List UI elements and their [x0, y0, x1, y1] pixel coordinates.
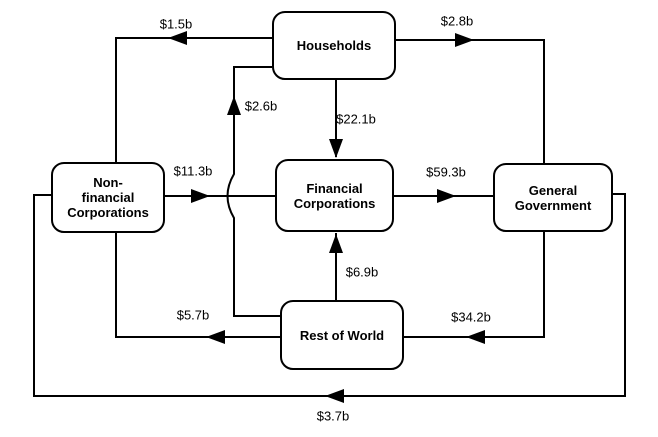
connector-financial-to-government [394, 189, 493, 203]
arrowhead-right-icon [437, 189, 456, 203]
node-government-line2: Government [514, 197, 592, 213]
flow-label-government-to-rest-of-world: $34.2b [451, 309, 491, 325]
arrowhead-left-icon [325, 389, 344, 403]
flow-label-government-to-non-financial: $3.7b [316, 408, 350, 424]
node-rest-of-world-label: Rest of World [300, 328, 384, 343]
connector-government-to-rest-of-world [404, 232, 545, 344]
node-rest-of-world-line1: Rest of World [299, 327, 385, 343]
flow-label-rest-of-world-to-non-financial: $5.7b [176, 307, 210, 323]
node-financial-label: Financial Corporations [294, 181, 376, 211]
flow-label-households-to-financial: $22.1b [336, 111, 376, 127]
node-non-financial-line1: Non- [93, 175, 123, 190]
node-financial-line2: Corporations [293, 195, 376, 211]
flow-label-rest-of-world-to-financial: $6.9b [345, 264, 379, 280]
connector-government-to-non-financial-bottom-loop [33, 193, 626, 403]
arrowhead-left-icon [168, 31, 187, 45]
connector-rest-of-world-to-non-financial [115, 233, 280, 344]
node-financial-line1: Financial [306, 180, 363, 196]
flow-label-households-to-non-financial: $1.5b [159, 16, 193, 32]
node-general-government: General Government [493, 163, 613, 232]
flow-label-households-to-government: $2.8b [440, 13, 474, 29]
node-financial-corporations: Financial Corporations [275, 159, 394, 232]
node-households: Households [272, 11, 396, 80]
flow-label-rest-of-world-to-households: $2.6b [244, 98, 278, 114]
arrowhead-right-icon [191, 189, 210, 203]
connector-households-to-government [396, 33, 545, 163]
connector-rest-of-world-to-financial [329, 233, 343, 300]
connector-non-financial-to-financial [165, 189, 275, 203]
arrowhead-left-icon [206, 330, 225, 344]
node-non-financial-line2: financial [81, 190, 135, 205]
arrowhead-up-icon [329, 234, 343, 253]
node-government-line1: General [528, 182, 578, 198]
node-non-financial-corporations: Non- financial Corporations [51, 162, 165, 233]
node-government-label: General Government [515, 183, 592, 213]
flow-label-non-financial-to-financial: $11.3b [173, 163, 213, 179]
connector-households-to-non-financial [115, 31, 272, 162]
flow-label-financial-to-government: $59.3b [426, 164, 466, 180]
connector-households-to-financial [329, 80, 343, 158]
node-non-financial-line3: Corporations [67, 205, 149, 220]
arrowhead-up-icon [227, 96, 241, 115]
arrowhead-left-icon [466, 330, 485, 344]
arrowhead-down-icon [329, 139, 343, 158]
node-households-line1: Households [296, 38, 372, 53]
arrowhead-right-icon [455, 33, 474, 47]
node-non-financial-label: Non- financial Corporations [67, 175, 149, 220]
node-households-label: Households [297, 38, 371, 53]
node-rest-of-world: Rest of World [280, 300, 404, 370]
